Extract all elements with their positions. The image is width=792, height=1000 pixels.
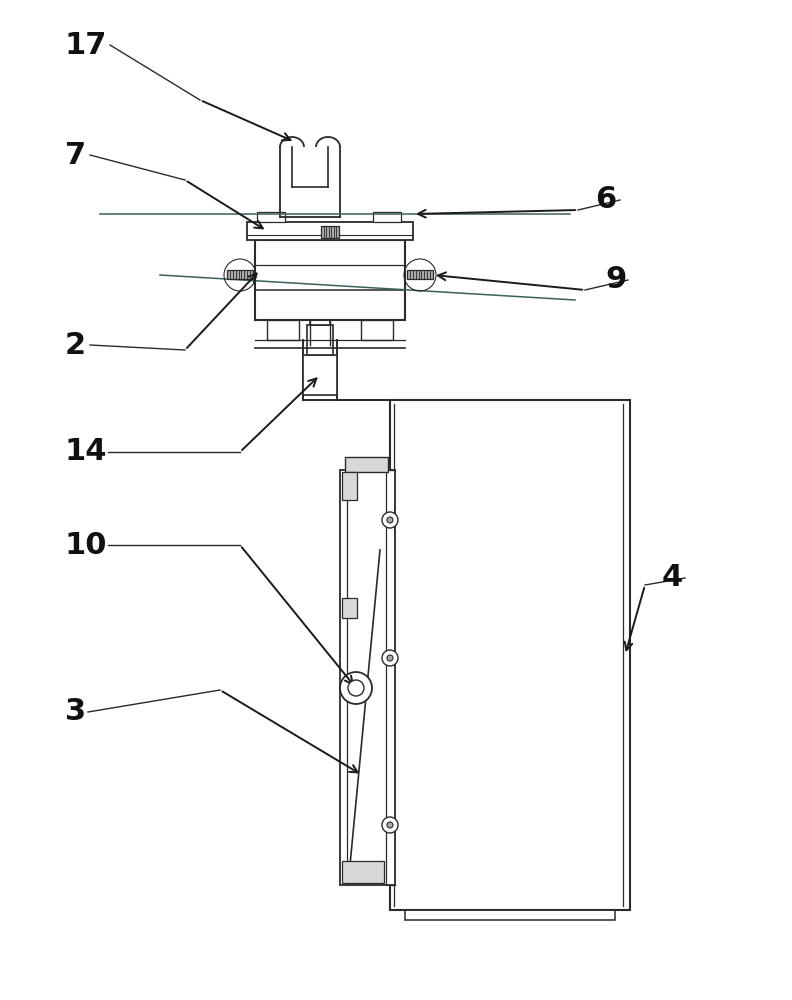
Bar [247,222,413,240]
Bar [342,598,357,618]
Text: 4: 4 [662,564,683,592]
Bar [342,472,357,500]
Text: 3: 3 [65,698,86,726]
Circle shape [387,655,393,661]
Bar [303,355,337,395]
Text: 14: 14 [65,438,108,466]
Circle shape [382,650,398,666]
Bar [345,457,388,472]
Bar [257,212,285,222]
Circle shape [382,817,398,833]
Bar [373,212,401,222]
Bar [405,910,615,920]
Text: 9: 9 [605,265,626,294]
Bar [307,325,333,355]
Text: 10: 10 [65,530,108,560]
Text: 6: 6 [595,186,616,215]
Text: 17: 17 [65,30,108,60]
Circle shape [348,680,364,696]
Circle shape [382,512,398,528]
Circle shape [340,672,372,704]
Circle shape [387,822,393,828]
Bar [267,320,299,340]
Bar [227,270,253,279]
Circle shape [387,517,393,523]
Text: 2: 2 [65,330,86,360]
Bar [361,320,393,340]
Bar [310,305,330,325]
Bar [390,400,630,910]
Bar [340,470,395,885]
Bar [321,226,339,238]
Text: 7: 7 [65,140,86,169]
Bar [407,270,433,279]
Bar [255,240,405,320]
Bar [342,861,384,883]
